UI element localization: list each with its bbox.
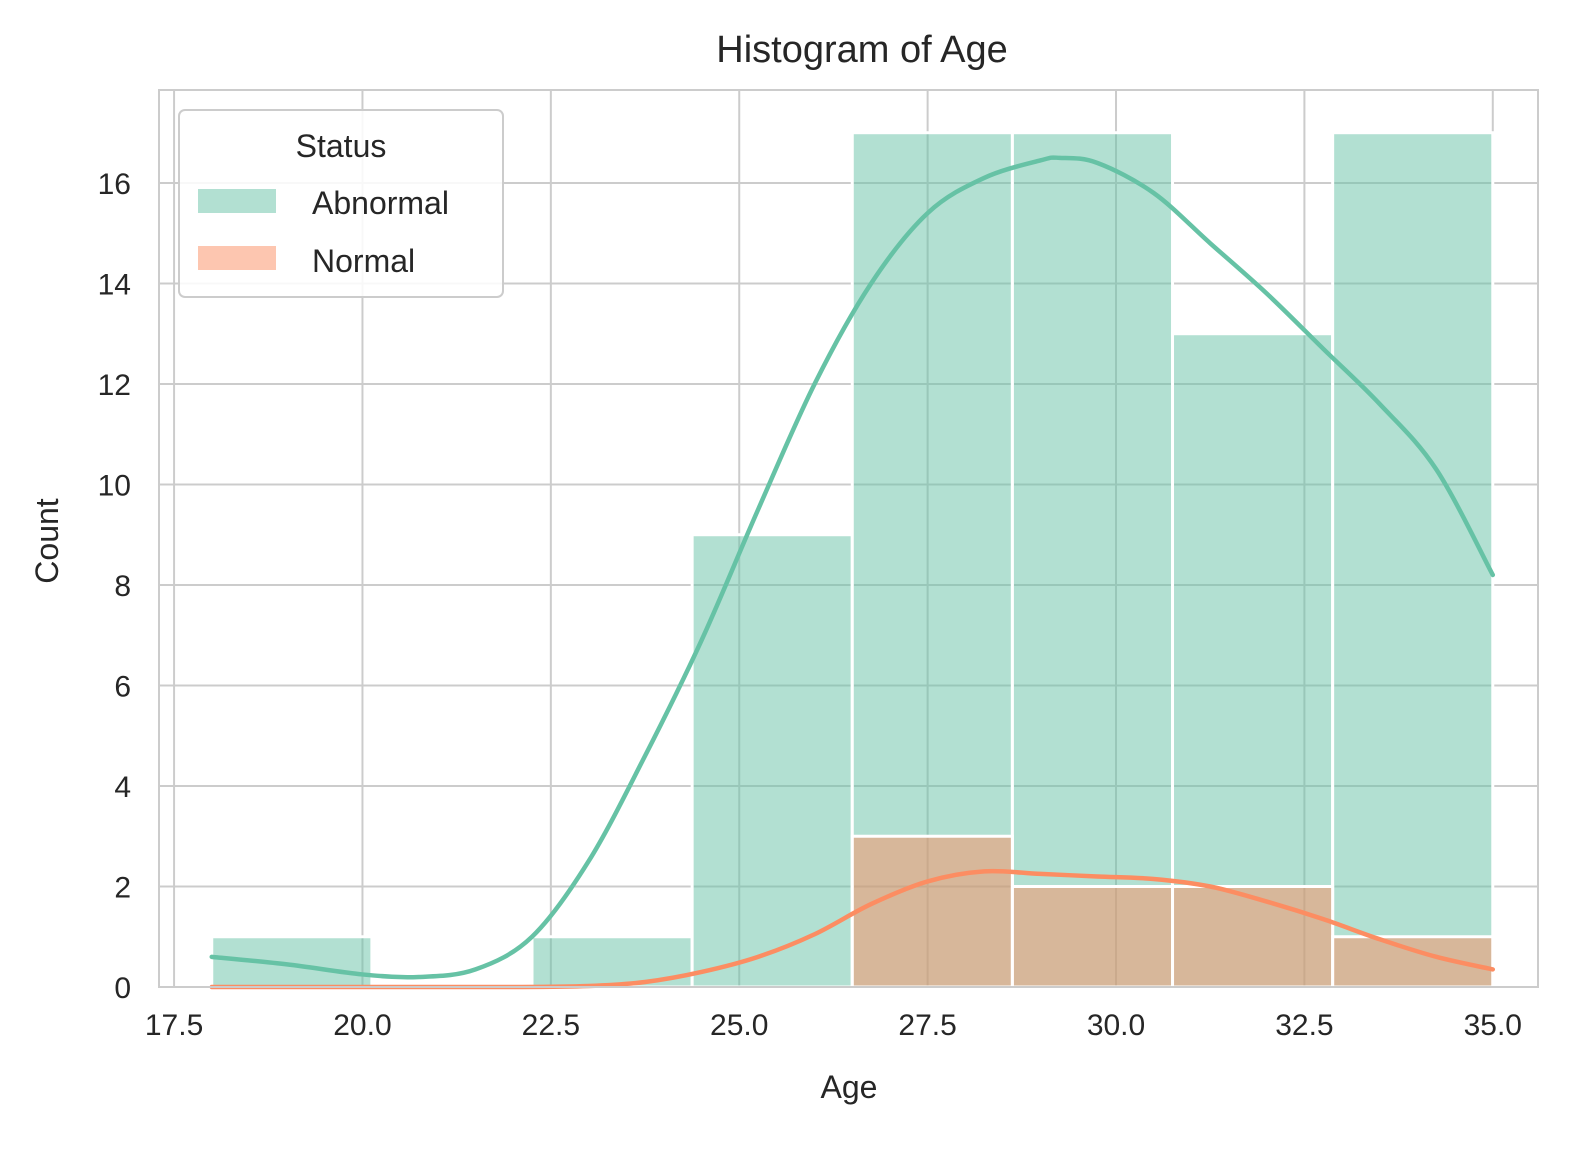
x-tick-label: 17.5 xyxy=(145,1009,203,1042)
x-tick-label: 30.0 xyxy=(1087,1009,1145,1042)
y-axis-label: Count xyxy=(29,498,65,584)
bar-abnormal xyxy=(1010,131,1175,989)
legend-label-normal: Normal xyxy=(312,243,415,279)
bar-abnormal xyxy=(1331,131,1495,989)
plot-frame xyxy=(158,89,1539,988)
legend-title: Status xyxy=(296,128,387,164)
x-tick-label: 25.0 xyxy=(710,1009,768,1042)
y-tick-label: 14 xyxy=(98,268,131,301)
x-tick-label: 35.0 xyxy=(1464,1009,1522,1042)
y-tick-label: 12 xyxy=(98,369,131,402)
x-tick-label: 22.5 xyxy=(522,1009,580,1042)
y-tick-label: 16 xyxy=(98,168,131,201)
bar-normal xyxy=(1171,884,1335,989)
bar-abnormal xyxy=(690,533,854,989)
y-tick-label: 8 xyxy=(114,570,131,603)
kde-line-abnormal xyxy=(209,155,1496,980)
chart-title: Histogram of Age xyxy=(716,29,1007,71)
x-tick-labels: 17.5 20.0 22.5 25.0 27.5 30.0 32.5 35.0 xyxy=(145,1009,1522,1042)
bar-abnormal xyxy=(1171,332,1335,989)
legend-label-abnormal: Abnormal xyxy=(312,185,449,221)
legend-swatch-normal xyxy=(198,246,276,270)
histogram-bars xyxy=(210,131,1495,989)
legend-swatch-abnormal xyxy=(198,189,276,213)
y-tick-label: 2 xyxy=(114,871,131,904)
y-tick-label: 0 xyxy=(114,972,131,1005)
y-tick-label: 6 xyxy=(114,670,131,703)
x-tick-label: 20.0 xyxy=(333,1009,391,1042)
bar-normal xyxy=(850,834,1014,989)
y-tick-label: 10 xyxy=(98,469,131,502)
bar-abnormal xyxy=(210,935,374,989)
bar-normal xyxy=(1331,935,1495,989)
y-tick-label: 4 xyxy=(114,771,131,804)
y-tick-labels: 0 2 4 6 8 10 12 14 16 xyxy=(98,168,131,1005)
x-axis-label: Age xyxy=(821,1069,878,1105)
legend: Status Abnormal Normal xyxy=(178,109,504,298)
bar-normal xyxy=(1010,884,1175,989)
x-tick-label: 27.5 xyxy=(898,1009,956,1042)
x-tick-label: 32.5 xyxy=(1275,1009,1333,1042)
